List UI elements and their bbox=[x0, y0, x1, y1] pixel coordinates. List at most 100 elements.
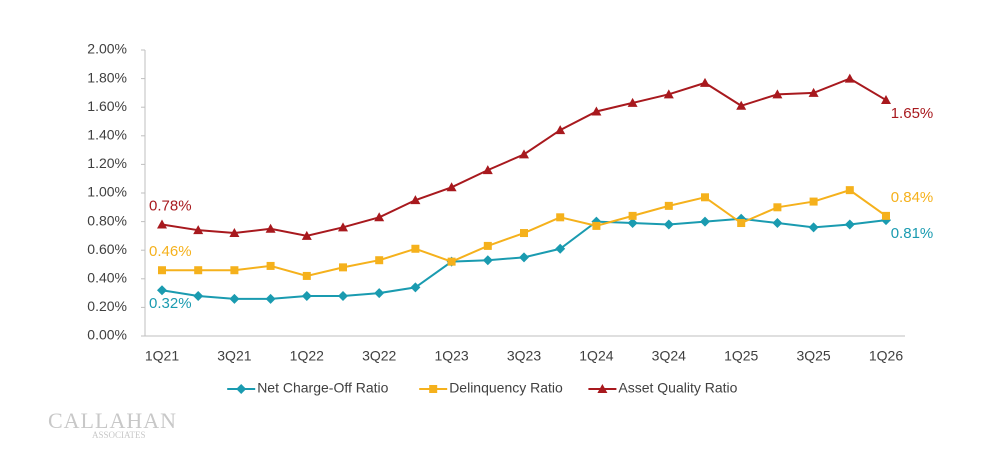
point bbox=[556, 213, 565, 222]
legend-marker bbox=[597, 384, 608, 393]
legend-label: Asset Quality Ratio bbox=[618, 380, 737, 396]
point bbox=[519, 149, 529, 159]
x-tick-label: 1Q26 bbox=[869, 348, 903, 364]
y-tick-label: 1.60% bbox=[87, 98, 127, 114]
point bbox=[194, 266, 203, 275]
point bbox=[663, 89, 674, 99]
logo-sub: ASSOCIATES bbox=[92, 430, 146, 440]
point bbox=[265, 293, 276, 304]
point bbox=[520, 229, 528, 238]
point bbox=[700, 77, 710, 87]
x-tick-label: 3Q24 bbox=[652, 348, 686, 364]
point bbox=[808, 87, 819, 97]
data-label: 0.32% bbox=[149, 295, 192, 312]
y-tick-label: 2.00% bbox=[87, 41, 127, 57]
y-tick-label: 0.00% bbox=[87, 327, 127, 343]
legend-label: Net Charge-Off Ratio bbox=[257, 380, 388, 396]
point bbox=[772, 89, 783, 99]
logo-name: CALLAHAN bbox=[48, 408, 177, 433]
point bbox=[301, 290, 312, 301]
point bbox=[627, 218, 638, 229]
point bbox=[772, 218, 783, 229]
logo: CALLAHAN ASSOCIATES bbox=[48, 408, 177, 440]
x-tick-label: 1Q22 bbox=[290, 348, 324, 364]
point bbox=[663, 219, 674, 230]
point bbox=[737, 219, 746, 228]
data-label: 0.46% bbox=[149, 243, 192, 260]
point bbox=[266, 261, 275, 270]
point bbox=[193, 290, 204, 301]
legend-label: Delinquency Ratio bbox=[449, 380, 563, 396]
point bbox=[483, 241, 492, 250]
point bbox=[157, 285, 167, 296]
point bbox=[158, 266, 166, 275]
point bbox=[664, 201, 673, 210]
point bbox=[628, 211, 637, 220]
series: 0.46% 0.84% bbox=[149, 186, 933, 280]
y-tick-label: 0.60% bbox=[87, 241, 127, 257]
x-tick-label: 1Q21 bbox=[145, 348, 179, 364]
point bbox=[447, 257, 456, 266]
x-tick-label: 3Q25 bbox=[796, 348, 830, 364]
point bbox=[229, 228, 240, 238]
legend-marker bbox=[236, 384, 247, 394]
y-tick-label: 1.20% bbox=[87, 155, 127, 171]
point bbox=[302, 271, 311, 280]
point bbox=[844, 73, 855, 83]
point bbox=[229, 293, 240, 304]
x-tick-label: 1Q25 bbox=[724, 348, 758, 364]
point bbox=[301, 230, 312, 240]
point bbox=[410, 195, 421, 205]
series: 0.78% 1.65% bbox=[149, 73, 934, 240]
data-label: 0.84% bbox=[891, 189, 934, 206]
point bbox=[700, 216, 710, 227]
series: 0.32% 0.81% bbox=[149, 213, 934, 312]
x-tick-label: 3Q22 bbox=[362, 348, 396, 364]
point bbox=[844, 219, 855, 230]
point bbox=[375, 256, 384, 265]
point bbox=[591, 106, 602, 116]
legend: Net Charge-Off Ratio Delinquency Ratio Ass… bbox=[227, 380, 738, 396]
point bbox=[627, 97, 638, 107]
point bbox=[374, 212, 385, 222]
point bbox=[736, 100, 747, 110]
point bbox=[482, 165, 493, 175]
data-label: 1.65% bbox=[891, 105, 934, 122]
point bbox=[411, 244, 420, 253]
point bbox=[265, 223, 276, 233]
point bbox=[773, 203, 782, 212]
point bbox=[808, 222, 819, 233]
point bbox=[592, 221, 601, 230]
x-tick-label: 1Q24 bbox=[579, 348, 613, 364]
point bbox=[193, 225, 204, 235]
point bbox=[339, 263, 347, 272]
point bbox=[482, 255, 493, 266]
point bbox=[555, 243, 566, 254]
data-label: 0.78% bbox=[149, 197, 192, 214]
point bbox=[410, 282, 421, 293]
data-label: 0.81% bbox=[891, 225, 934, 242]
point bbox=[882, 211, 890, 220]
point bbox=[809, 197, 818, 206]
y-tick-label: 0.40% bbox=[87, 270, 127, 286]
point bbox=[701, 193, 709, 202]
point bbox=[555, 125, 566, 135]
point bbox=[338, 222, 348, 232]
point bbox=[446, 182, 457, 192]
point bbox=[881, 95, 891, 105]
point bbox=[845, 186, 854, 195]
x-tick-label: 3Q21 bbox=[217, 348, 251, 364]
point bbox=[519, 252, 529, 263]
point bbox=[374, 288, 385, 299]
y-tick-label: 1.00% bbox=[87, 184, 127, 200]
point bbox=[338, 290, 348, 301]
x-tick-label: 1Q23 bbox=[434, 348, 468, 364]
point bbox=[157, 219, 167, 229]
x-tick-label: 3Q23 bbox=[507, 348, 541, 364]
point bbox=[230, 266, 239, 275]
y-tick-label: 0.80% bbox=[87, 212, 127, 228]
y-tick-label: 1.40% bbox=[87, 127, 127, 143]
y-tick-label: 1.80% bbox=[87, 69, 127, 85]
y-tick-label: 0.20% bbox=[87, 298, 127, 314]
legend-marker bbox=[429, 385, 438, 393]
